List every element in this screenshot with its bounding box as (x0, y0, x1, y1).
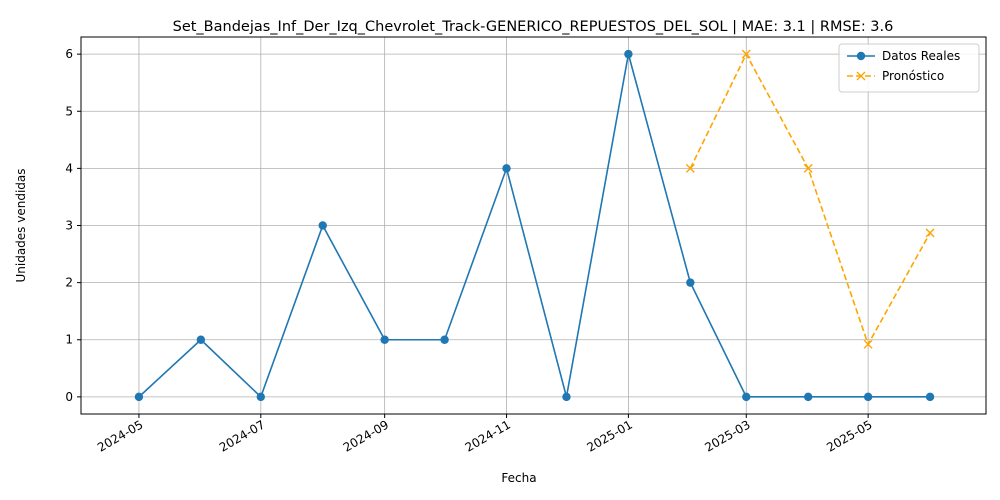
series-forecast (685, 49, 935, 349)
legend-marker (856, 51, 866, 61)
x-tick-label: 2024-11 (463, 417, 513, 454)
data-point (925, 228, 935, 238)
series-line (689, 52, 931, 347)
legend-label: Datos Reales (882, 49, 960, 63)
data-point (925, 392, 935, 402)
data-point (318, 221, 327, 230)
data-point (196, 335, 206, 344)
x-tick-label: 2024-05 (95, 417, 145, 454)
y-tick-label: 2 (65, 276, 73, 290)
legend: Datos Reales Pronóstico (838, 43, 980, 93)
x-axis-label: Fecha (501, 471, 536, 485)
data-point (863, 339, 873, 349)
x-tick-label: 2025-03 (702, 417, 752, 454)
y-tick-label: 4 (65, 161, 73, 175)
data-point (440, 335, 449, 344)
series-actual (134, 49, 935, 402)
series-line (138, 53, 931, 399)
x-tick-label: 2024-07 (217, 417, 267, 454)
data-point (624, 49, 633, 59)
y-tick-label: 3 (65, 219, 73, 233)
y-tick-label: 1 (65, 333, 73, 347)
x-tick-label: 2025-01 (584, 417, 634, 454)
data-point (742, 392, 751, 402)
data-point (256, 392, 266, 402)
grid (81, 37, 986, 414)
y-axis-label: Unidades vendidas (14, 168, 28, 282)
legend-marker (856, 71, 866, 81)
data-point (685, 163, 695, 173)
data-point (863, 392, 873, 402)
y-tick-label: 6 (65, 47, 73, 61)
data-point (502, 164, 511, 173)
x-tick-label: 2025-05 (824, 417, 874, 454)
legend-label: Pronóstico (882, 69, 944, 83)
y-tick-label: 5 (65, 104, 73, 118)
data-point (741, 49, 751, 59)
x-axis: 2024-05 2024-07 2024-09 2024-11 2025-01 2025-… (95, 414, 875, 455)
x-tick-label: 2024-09 (341, 417, 391, 454)
data-point (380, 335, 389, 344)
y-tick-label: 0 (65, 390, 73, 404)
series-layer (134, 49, 935, 402)
data-point (562, 392, 571, 402)
y-axis: 0 1 2 3 4 5 6 (65, 47, 81, 404)
data-point (803, 163, 813, 173)
data-point (686, 278, 695, 287)
data-point (134, 392, 144, 402)
data-point (803, 392, 813, 402)
chart-title: Set_Bandejas_Inf_Der_Izq_Chevrolet_Track… (173, 19, 894, 35)
